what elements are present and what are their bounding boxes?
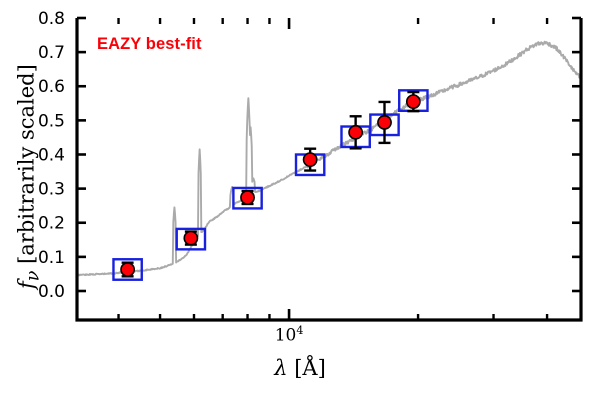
model-photometry-box <box>175 227 207 251</box>
y-tick-label: 0.7 <box>38 43 65 63</box>
axes-spines <box>75 18 583 322</box>
observed-photometry-point <box>405 90 421 113</box>
y-tick-label: 0.2 <box>38 214 65 234</box>
photometry-group <box>112 89 429 281</box>
y-tick-label: 0.0 <box>38 282 65 302</box>
sed-template-curve <box>76 40 582 277</box>
observed-photometry-point <box>240 189 255 206</box>
observed-photometry-point <box>348 115 364 150</box>
y-tick-label: 0.3 <box>38 180 65 200</box>
sed-curve-group <box>76 40 582 277</box>
y-tick-label: 0.1 <box>38 248 65 268</box>
observed-photometry-point <box>183 230 199 246</box>
observed-photometry-point <box>377 100 392 145</box>
y-tick-label: 0.8 <box>38 9 65 29</box>
y-tick-label: 0.6 <box>38 77 65 97</box>
y-tick-label: 0.5 <box>38 111 65 131</box>
model-photometry-box <box>112 258 143 281</box>
model-photometry-box <box>232 186 263 210</box>
observed-photometry-point <box>120 261 136 278</box>
y-tick-label: 0.4 <box>38 145 65 165</box>
axes-group <box>75 16 583 322</box>
ytick-label-group: 0.0 0.1 0.2 0.3 0.4 0.5 0.6 0.7 0.8 <box>38 9 65 302</box>
observed-photometry-point <box>302 147 318 172</box>
